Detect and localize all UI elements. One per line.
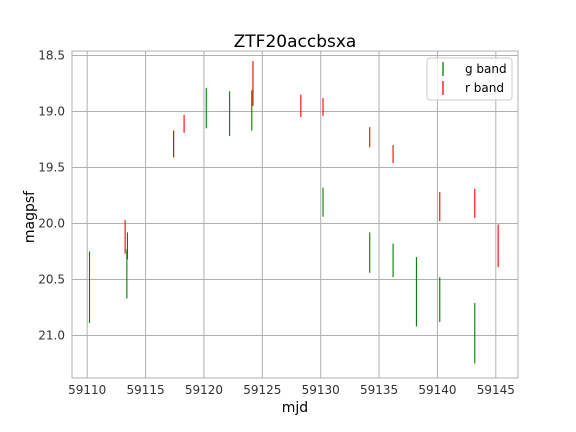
- y-tick-label: 19.5: [38, 160, 65, 174]
- x-tick-label: 59145: [477, 383, 515, 397]
- x-tick-labels: 59110 59115 59120 59125 59130 59135 59140 59145: [68, 383, 515, 397]
- x-tick-label: 59130: [302, 383, 340, 397]
- legend: g band r band: [426, 57, 513, 101]
- chart-title: ZTF20accbsxa: [234, 32, 357, 52]
- x-tick-label: 59125: [243, 383, 281, 397]
- x-grid: [86, 51, 497, 378]
- y-axis-label: magpsf: [22, 190, 38, 243]
- y-tick-label: 19.0: [38, 104, 65, 118]
- plot-frame: [71, 50, 519, 379]
- x-tick-label: 59120: [185, 383, 223, 397]
- x-tick-label: 59110: [68, 383, 106, 397]
- legend-label-r-band: r band: [465, 81, 504, 95]
- y-tick-label: 21.0: [38, 328, 65, 342]
- x-tick-label: 59135: [360, 383, 398, 397]
- y-tick-label: 18.5: [38, 48, 65, 62]
- x-tick-label: 59140: [418, 383, 456, 397]
- y-tick-label: 20.5: [38, 272, 65, 286]
- legend-box: [426, 57, 513, 101]
- x-axis-label: mjd: [282, 400, 308, 416]
- x-tick-label: 59115: [126, 383, 164, 397]
- y-tick-label: 20.0: [38, 216, 65, 230]
- series-layer: [88, 61, 499, 364]
- legend-label-g-band: g band: [465, 62, 507, 76]
- y-grid: [72, 54, 518, 336]
- y-tick-labels: 18.5 19.0 19.5 20.0 20.5 21.0: [38, 48, 65, 342]
